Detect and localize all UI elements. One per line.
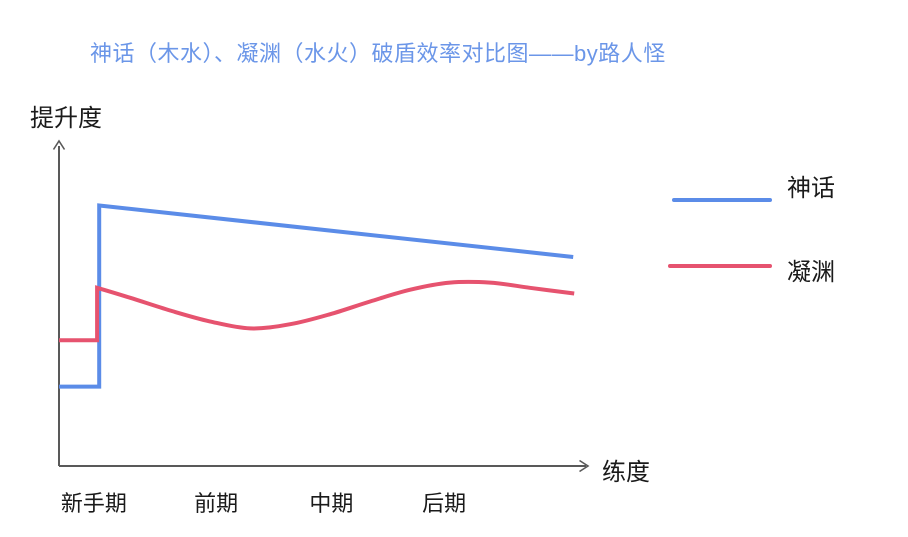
x-axis-arrowhead <box>579 459 590 473</box>
y-axis-label: 提升度 <box>30 105 102 132</box>
series-line-1 <box>59 279 575 343</box>
x-tick-label-3: 后期 <box>422 491 467 516</box>
x-axis-label: 练度 <box>602 459 650 486</box>
legend-label-ningyuan: 凝渊 <box>787 259 835 286</box>
legend-line-ningyuan <box>668 264 772 268</box>
legend-line-shenhua <box>672 198 772 202</box>
y-axis-arrowhead <box>52 139 66 150</box>
legend-label-shenhua: 神话 <box>787 175 835 202</box>
x-tick-label-0: 新手期 <box>60 491 127 516</box>
x-tick-label-2: 中期 <box>309 491 354 516</box>
x-tick-label-1: 前期 <box>194 491 239 516</box>
chart-title: 神话（木水）、凝渊（水火）破盾效率对比图——by路人怪 <box>90 41 666 66</box>
series-line-0 <box>59 203 574 389</box>
